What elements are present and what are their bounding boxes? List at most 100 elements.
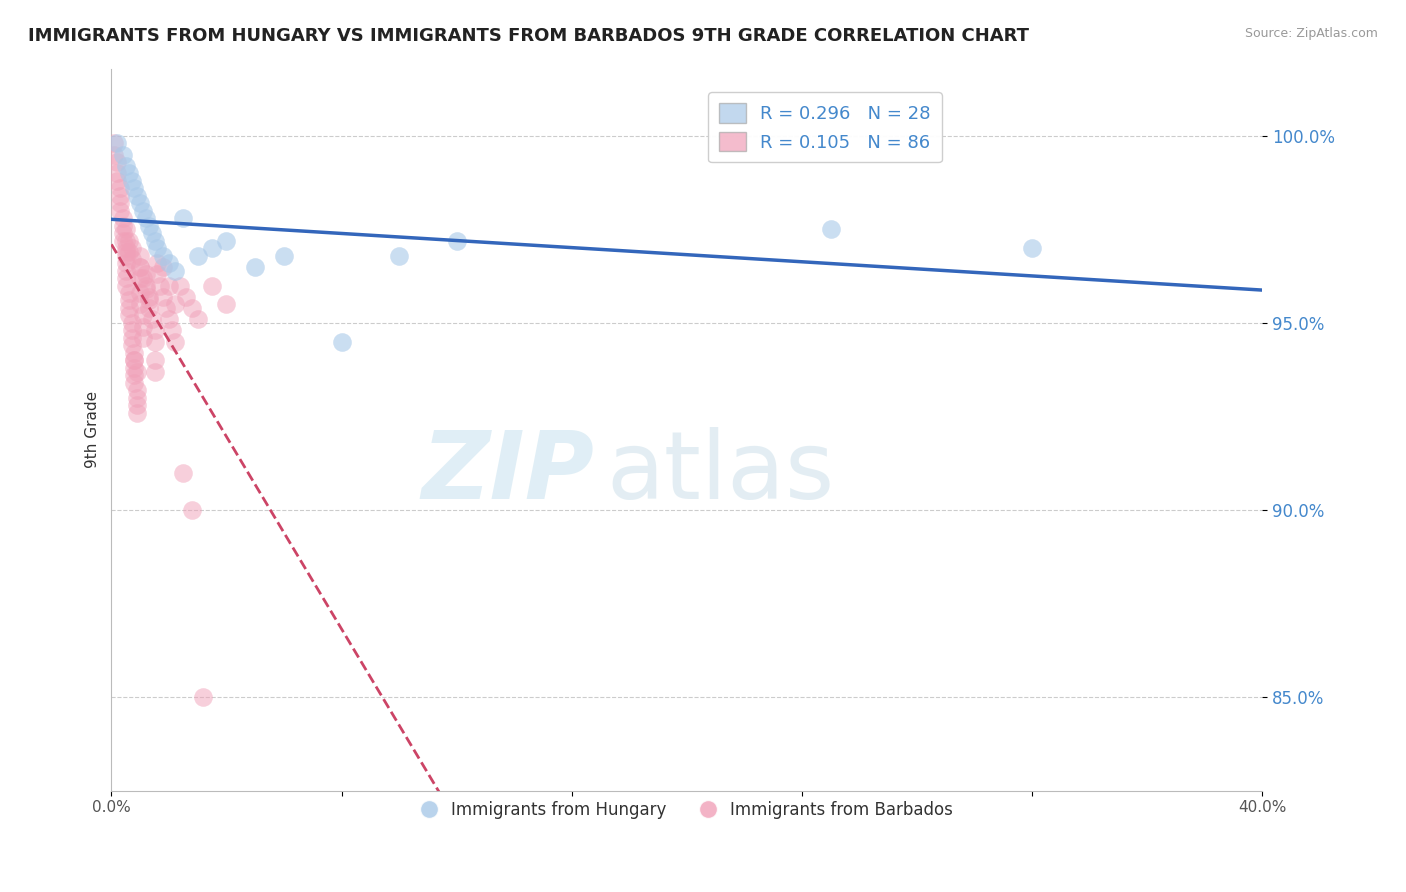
Point <box>111 147 134 161</box>
Point <box>114 159 136 173</box>
Point <box>118 309 141 323</box>
Point <box>181 301 204 315</box>
Point <box>1021 241 1043 255</box>
Point <box>152 249 174 263</box>
Point <box>103 147 125 161</box>
Point <box>127 406 149 420</box>
Text: ZIP: ZIP <box>422 427 595 519</box>
Point <box>157 312 180 326</box>
Point <box>155 301 177 315</box>
Point <box>215 234 238 248</box>
Point <box>108 203 131 218</box>
Point <box>121 241 143 255</box>
Point <box>111 211 134 226</box>
Y-axis label: 9th Grade: 9th Grade <box>86 391 100 468</box>
Point <box>103 136 125 151</box>
Point <box>143 234 166 248</box>
Point <box>132 331 155 345</box>
Point <box>114 222 136 236</box>
Point <box>129 260 152 274</box>
Point <box>141 312 163 326</box>
Point <box>273 249 295 263</box>
Point <box>124 360 146 375</box>
Point <box>163 297 186 311</box>
Point <box>132 309 155 323</box>
Point <box>105 174 128 188</box>
Point <box>143 323 166 337</box>
Point <box>124 346 146 360</box>
Point <box>124 368 146 383</box>
Point <box>149 278 172 293</box>
Point <box>121 252 143 267</box>
Point <box>146 256 169 270</box>
Point <box>118 234 141 248</box>
Point <box>193 690 215 704</box>
Point <box>118 285 141 300</box>
Point <box>181 503 204 517</box>
Point <box>127 391 149 405</box>
Point <box>820 222 842 236</box>
Point <box>138 293 160 308</box>
Point <box>118 301 141 315</box>
Point <box>141 226 163 240</box>
Point <box>138 219 160 233</box>
Point <box>132 319 155 334</box>
Point <box>105 136 128 151</box>
Point <box>160 323 183 337</box>
Point <box>114 234 136 248</box>
Point <box>157 256 180 270</box>
Point <box>135 268 157 282</box>
Point <box>163 263 186 277</box>
Point <box>121 174 143 188</box>
Point <box>129 260 152 274</box>
Point <box>118 166 141 180</box>
Point <box>143 365 166 379</box>
Point <box>127 384 149 398</box>
Point <box>201 278 224 293</box>
Text: Source: ZipAtlas.com: Source: ZipAtlas.com <box>1244 27 1378 40</box>
Point <box>105 155 128 169</box>
Point <box>143 353 166 368</box>
Point <box>187 312 209 326</box>
Point <box>330 334 353 349</box>
Point <box>127 188 149 202</box>
Point <box>108 181 131 195</box>
Text: atlas: atlas <box>606 427 834 519</box>
Point <box>127 398 149 412</box>
Point <box>114 263 136 277</box>
Point <box>111 234 134 248</box>
Point <box>127 365 149 379</box>
Point <box>124 353 146 368</box>
Point <box>118 244 141 259</box>
Point <box>138 301 160 315</box>
Point <box>111 226 134 240</box>
Point <box>105 166 128 180</box>
Point <box>146 268 169 282</box>
Point <box>121 316 143 330</box>
Point <box>152 260 174 274</box>
Text: IMMIGRANTS FROM HUNGARY VS IMMIGRANTS FROM BARBADOS 9TH GRADE CORRELATION CHART: IMMIGRANTS FROM HUNGARY VS IMMIGRANTS FR… <box>28 27 1029 45</box>
Point <box>124 353 146 368</box>
Point <box>114 256 136 270</box>
Point <box>138 290 160 304</box>
Point <box>174 290 197 304</box>
Point <box>108 188 131 202</box>
Point <box>121 331 143 345</box>
Point <box>132 203 155 218</box>
Point <box>215 297 238 311</box>
Point <box>388 249 411 263</box>
Point <box>135 278 157 293</box>
Point <box>446 234 468 248</box>
Point <box>129 285 152 300</box>
Point <box>129 297 152 311</box>
Legend: Immigrants from Hungary, Immigrants from Barbados: Immigrants from Hungary, Immigrants from… <box>415 794 959 826</box>
Point <box>152 290 174 304</box>
Point <box>129 271 152 285</box>
Point <box>108 196 131 211</box>
Point <box>187 249 209 263</box>
Point <box>201 241 224 255</box>
Point <box>135 211 157 226</box>
Point <box>163 334 186 349</box>
Point <box>169 278 191 293</box>
Point <box>114 241 136 255</box>
